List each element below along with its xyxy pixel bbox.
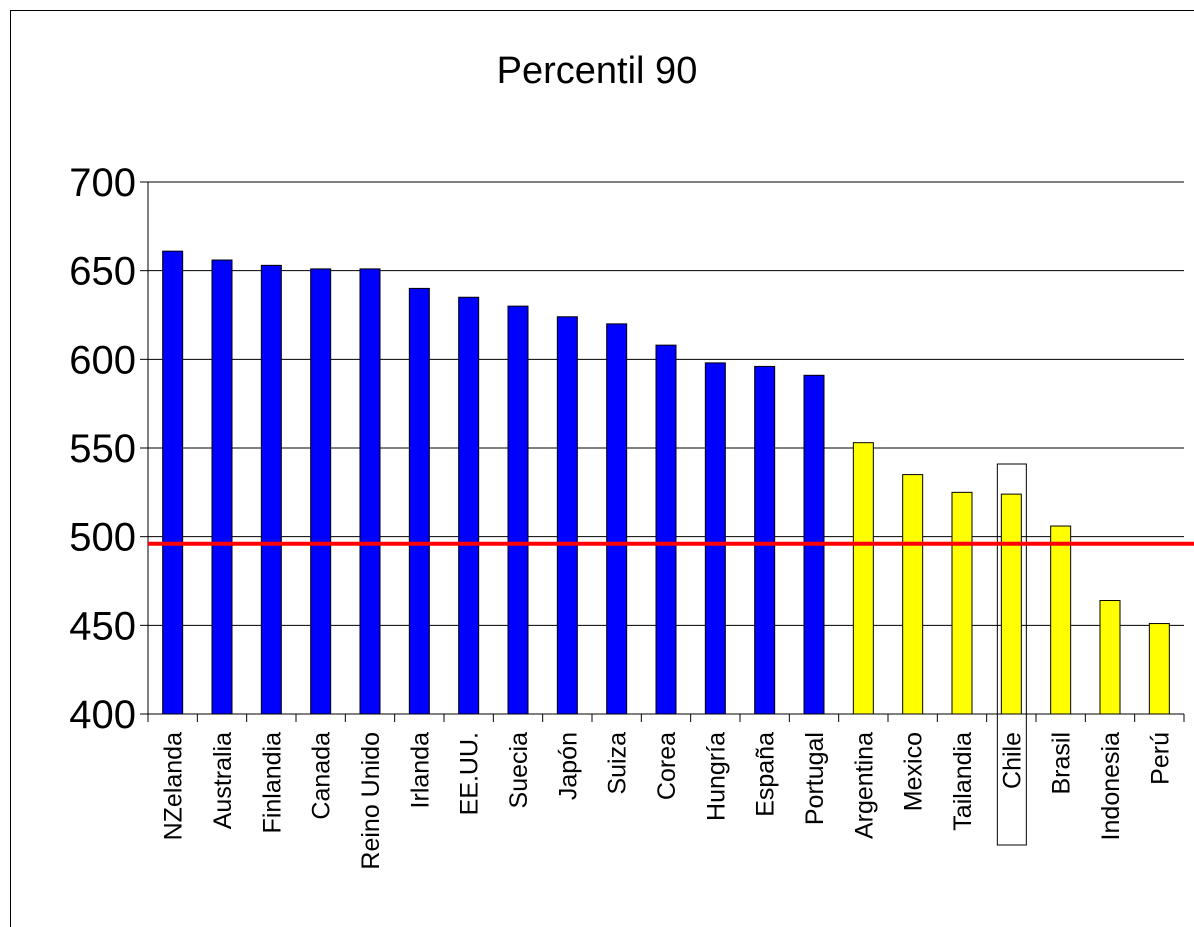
category-label: Japón (554, 732, 582, 800)
bar (359, 268, 381, 715)
category-label: EE.UU. (456, 732, 484, 815)
bar (408, 287, 430, 715)
bar (655, 344, 677, 715)
category-label: Perú (1146, 732, 1174, 785)
category-label: Portugal (801, 732, 829, 825)
chart-frame (10, 10, 1194, 927)
bar (1000, 493, 1022, 715)
bar (704, 362, 726, 715)
bar (754, 365, 776, 715)
category-label: Reino Unido (357, 732, 385, 870)
category-label: Indonesia (1097, 732, 1125, 841)
category-label: Irlanda (406, 732, 434, 809)
chart-title: Percentil 90 (496, 50, 698, 92)
category-label: Chile (998, 732, 1026, 789)
category-label: Hungría (702, 732, 730, 821)
category-label: NZelanda (160, 732, 188, 840)
bar (310, 268, 332, 715)
category-label: Suecia (505, 732, 533, 809)
bar (556, 316, 578, 715)
bar (852, 442, 874, 715)
y-tick-label: 550 (69, 427, 136, 471)
bar (606, 323, 628, 715)
highlight-box (996, 463, 1027, 846)
y-tick-label: 700 (69, 161, 136, 205)
y-tick-label: 650 (69, 250, 136, 294)
y-tick-label: 450 (69, 604, 136, 648)
category-label: Tailandia (949, 732, 977, 831)
category-label: Australia (209, 732, 237, 829)
bar (1099, 600, 1121, 715)
bar (260, 264, 282, 715)
category-label: Brasil (1048, 732, 1076, 795)
category-label: Corea (653, 732, 681, 800)
bar (211, 259, 233, 715)
bar (162, 250, 184, 715)
bar (458, 296, 480, 715)
bar (1050, 525, 1072, 715)
bar (902, 474, 924, 715)
category-label: Mexico (900, 732, 928, 811)
category-label: Argentina (850, 732, 878, 839)
category-label: Finlandia (258, 732, 286, 834)
category-label: Suiza (604, 732, 632, 795)
y-tick-label: 500 (69, 516, 136, 560)
y-tick-label: 600 (69, 338, 136, 382)
category-label: España (752, 732, 780, 817)
bar (507, 305, 529, 715)
bar (951, 491, 973, 715)
bar (1148, 623, 1170, 715)
category-label: Canada (308, 732, 336, 820)
y-tick-label: 400 (69, 693, 136, 737)
